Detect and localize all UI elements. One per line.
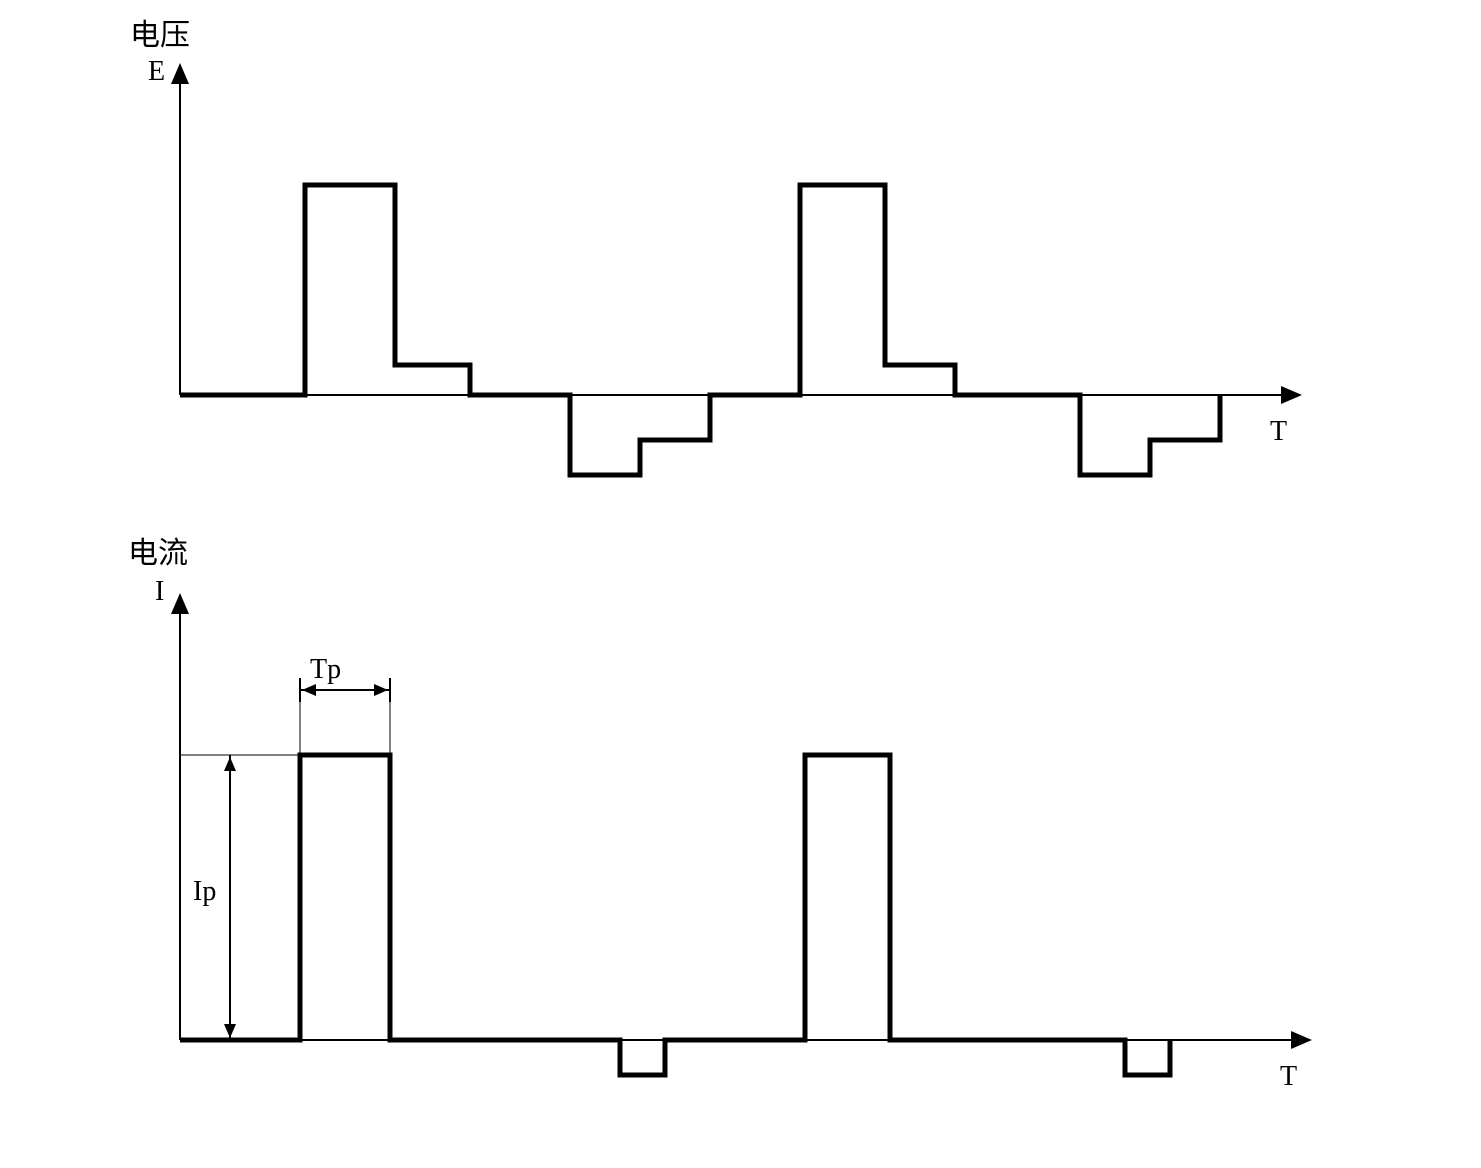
svg-text:T: T [1270,416,1287,447]
svg-text:电流: 电流 [128,537,188,570]
tp-dimension [300,678,390,755]
diagram-container: 电压 E T 电流 I T Tp Ip [0,0,1481,1168]
svg-text:Ip: Ip [193,876,216,907]
current-chart [171,593,1312,1075]
svg-text:Tp: Tp [310,654,341,685]
waveform-diagram: 电压 E T 电流 I T Tp Ip [0,0,1481,1168]
svg-text:E: E [148,56,165,87]
svg-text:I: I [155,576,164,607]
svg-text:T: T [1280,1061,1297,1092]
voltage-chart [171,63,1302,475]
svg-text:电压: 电压 [130,19,190,52]
